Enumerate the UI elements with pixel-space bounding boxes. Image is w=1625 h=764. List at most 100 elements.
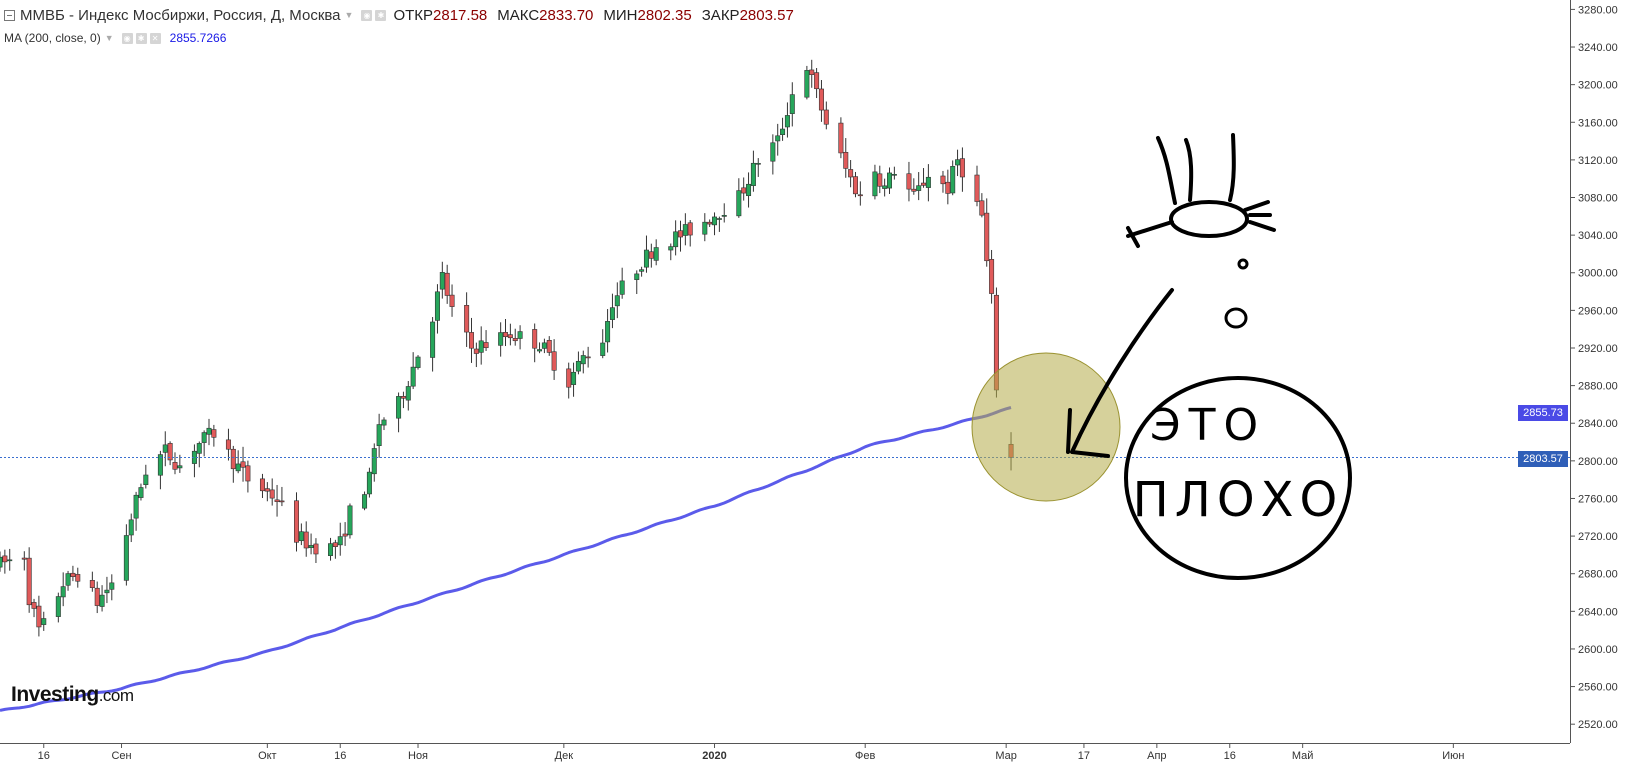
candle [362, 491, 368, 511]
gear-icon[interactable]: ✱ [375, 9, 387, 21]
candle [157, 450, 163, 490]
candle [916, 172, 922, 201]
indicator-label[interactable]: MA (200, close, 0) [4, 31, 101, 45]
close-icon[interactable]: ✕ [149, 32, 161, 44]
close-value: 2803.57 [739, 6, 794, 24]
candle [478, 326, 484, 365]
candle [7, 548, 13, 571]
candle [882, 178, 888, 197]
candle [0, 551, 3, 572]
candle [653, 239, 659, 266]
candle [347, 503, 353, 539]
candle [60, 572, 66, 607]
symbol-title[interactable]: ММВБ - Индекс Мосбиржи, Россия, Д, Москв… [20, 6, 341, 24]
candle [974, 165, 980, 207]
low-label: МИН [603, 6, 638, 24]
price-axis[interactable]: 2520.00 2560.00 2600.00 2640.00 2680.00 2720.… [1570, 4, 1618, 731]
candle [804, 65, 810, 100]
eye-icon[interactable]: ◉ [361, 9, 373, 21]
eye-icon[interactable]: ◉ [121, 32, 133, 44]
chevron-down-icon[interactable]: ▼ [344, 10, 354, 20]
annotation-line-1: ЭТО [1150, 400, 1266, 451]
time-tick-label: 16 [334, 750, 346, 762]
price-tick-label: 2680.00 [1578, 569, 1618, 581]
candle [750, 150, 756, 192]
candle [55, 592, 61, 623]
candle [31, 598, 37, 618]
candle [94, 581, 100, 614]
candle [473, 342, 479, 368]
candle [687, 220, 693, 247]
time-tick-label: Июн [1442, 750, 1464, 762]
candle [434, 284, 440, 334]
time-tick-label: 16 [1224, 750, 1236, 762]
price-tick-label: 3160.00 [1578, 117, 1618, 129]
candle [643, 235, 649, 273]
candle [648, 243, 654, 268]
price-tick-label: 2760.00 [1578, 493, 1618, 505]
candle [41, 611, 47, 631]
price-tick-label: 3040.00 [1578, 230, 1618, 242]
candle [541, 338, 547, 354]
price-tick-label: 2600.00 [1578, 644, 1618, 656]
candle [702, 213, 708, 242]
chevron-down-icon[interactable]: ▼ [104, 33, 114, 43]
candle [677, 220, 683, 252]
candle [780, 117, 786, 141]
low-value: 2802.35 [637, 6, 692, 24]
symbol-header: ММВБ - Индекс Мосбиржи, Россия, Д, Москв… [0, 4, 800, 26]
candle [537, 342, 543, 354]
candle [911, 178, 917, 195]
candle [546, 336, 552, 356]
candle [566, 362, 572, 399]
candle [26, 547, 32, 613]
candle [721, 203, 727, 223]
candle [682, 213, 688, 246]
logo-suffix: .com [98, 686, 134, 705]
candle [410, 352, 416, 390]
gear-icon[interactable]: ✱ [135, 32, 147, 44]
candle [128, 513, 134, 543]
candle [308, 533, 314, 555]
high-value: 2833.70 [539, 6, 594, 24]
time-axis[interactable]: 16 Сен Окт 16 Ноя Дек 2020 Фев Мар 17 Апр 16 Май Июн [38, 743, 1465, 762]
candle [70, 565, 76, 582]
price-tick-label: 2960.00 [1578, 305, 1618, 317]
time-tick-label: Фев [855, 750, 875, 762]
candlestick-series [0, 59, 1014, 637]
candle [775, 123, 781, 156]
candle [396, 392, 402, 433]
candle [303, 521, 309, 557]
candle [809, 59, 815, 88]
collapse-icon[interactable] [4, 9, 15, 21]
candle [707, 219, 713, 227]
candle [532, 323, 538, 363]
candle [814, 67, 820, 99]
candle [162, 431, 168, 467]
candle [65, 570, 71, 591]
candle [264, 482, 270, 502]
candle [741, 177, 747, 201]
candle [274, 484, 280, 517]
time-tick-label: Май [1292, 750, 1314, 762]
candle [21, 551, 27, 571]
candle [298, 523, 304, 546]
price-tick-label: 2640.00 [1578, 606, 1618, 618]
candle [551, 339, 557, 380]
candle [575, 351, 581, 375]
time-tick-label: 16 [38, 750, 50, 762]
candle [342, 522, 348, 546]
candle [712, 212, 718, 236]
annotation-line-2: ПЛОХО [1133, 472, 1344, 528]
candle [328, 537, 334, 561]
indicator-value: 2855.7266 [169, 31, 227, 45]
candle [872, 164, 878, 200]
investing-logo[interactable]: Investing.com [11, 683, 134, 707]
candle [507, 323, 513, 346]
candle [906, 161, 912, 202]
candle [99, 585, 105, 612]
price-tick-label: 2720.00 [1578, 531, 1618, 543]
doodle-face [1126, 133, 1276, 248]
candle [668, 243, 674, 261]
